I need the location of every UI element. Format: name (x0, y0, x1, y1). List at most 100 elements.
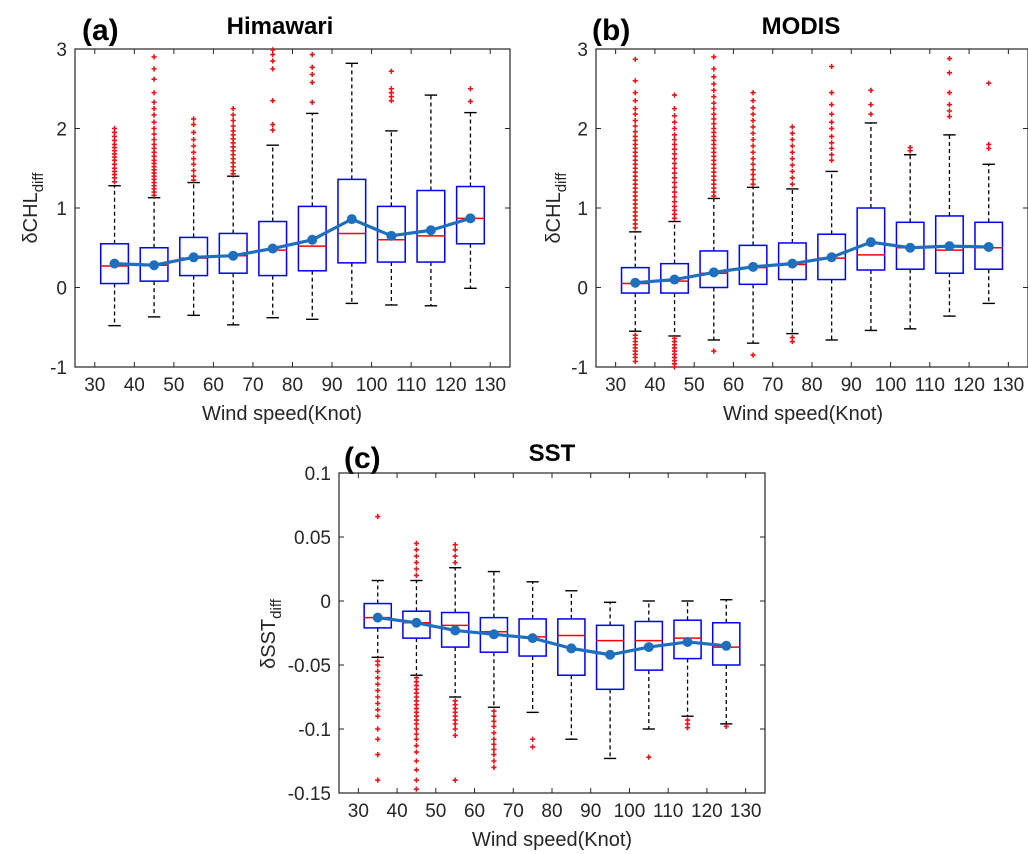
outlier-point (750, 98, 756, 104)
mean-point (748, 261, 759, 272)
outlier-point (191, 173, 197, 179)
x-tick-label: 100 (356, 375, 388, 396)
outlier-point (413, 743, 420, 749)
outlier-point (750, 352, 756, 358)
outlier-point (452, 732, 458, 738)
panel-a-title: Himawari (227, 13, 334, 40)
y-tick-label: 1 (577, 199, 588, 220)
outlier-point (413, 560, 420, 566)
outlier-point (151, 76, 157, 82)
y-tick-label: -0.15 (288, 784, 331, 805)
panel-a-letter: (a) (82, 14, 119, 47)
box (258, 220, 288, 277)
outlier-point (986, 141, 992, 147)
outlier-point (491, 736, 497, 742)
x-tick-label: 80 (541, 801, 562, 822)
box (934, 215, 964, 274)
outlier-point (671, 199, 678, 205)
outlier-point (151, 131, 157, 137)
outlier-point (750, 117, 756, 124)
outlier-point (151, 106, 157, 112)
mean-point (566, 643, 577, 654)
box (557, 618, 586, 676)
outlier-point (151, 137, 157, 143)
outlier-point (671, 179, 678, 186)
x-tick-label: 50 (684, 375, 705, 396)
panel-c-ylabel: δSSTdiff (258, 598, 285, 669)
y-tick-label: -0.1 (298, 720, 331, 741)
box (595, 624, 625, 691)
outlier-point (711, 74, 717, 80)
outlier-point (230, 123, 236, 129)
outlier-point (467, 86, 474, 92)
mean-point (188, 252, 199, 263)
mean-line (377, 616, 727, 657)
x-tick-label: 110 (653, 801, 683, 822)
outlier-point (413, 731, 420, 737)
x-tick-label: 70 (762, 375, 783, 396)
x-tick-label: 130 (730, 801, 762, 822)
outlier-point (375, 707, 381, 713)
y-tick-label: 0 (577, 279, 588, 300)
outlier-point (375, 681, 381, 687)
outlier-point (671, 203, 678, 210)
outlier-point (151, 90, 157, 96)
y-tick-label: 0 (56, 279, 67, 300)
y-tick-label: 1 (56, 199, 67, 220)
outlier-point (388, 86, 394, 92)
outlier-point (151, 141, 157, 147)
outlier-point (868, 87, 874, 93)
x-tick-label: 40 (644, 375, 665, 396)
outlier-point (829, 140, 835, 146)
mean-line (635, 240, 989, 285)
outlier-point (309, 64, 315, 70)
outlier-point (191, 168, 197, 174)
mean-point (372, 612, 383, 623)
outlier-point (270, 47, 276, 53)
panel-b: (b) MODIS -1 0 1 2 3 30 40 50 60 70 80 90 100 110 120 1… (543, 13, 1028, 425)
mean-point (109, 258, 120, 269)
outlier-point (452, 542, 458, 548)
panel-b-letter: (b) (592, 14, 630, 47)
x-tick-label: 130 (474, 375, 506, 396)
outlier-point (671, 146, 678, 152)
x-tick-label: 40 (124, 375, 145, 396)
outlier-point (491, 746, 497, 753)
outlier-point (151, 99, 157, 105)
outlier-point (671, 184, 678, 190)
outlier-point (750, 137, 756, 143)
outlier-point (711, 94, 717, 100)
outlier-point (671, 92, 678, 98)
outlier-point (413, 777, 420, 783)
x-tick-label: 60 (203, 375, 224, 396)
outlier-point (986, 80, 992, 86)
outlier-point (230, 117, 236, 124)
outlier-point (632, 358, 638, 365)
outlier-point (151, 119, 157, 125)
outlier-point (829, 133, 835, 140)
outlier-point (789, 143, 795, 149)
y-tick-label: 3 (56, 40, 67, 61)
panel-c-ylabel-sub: diff (268, 598, 285, 619)
outlier-point (452, 777, 458, 783)
outlier-point (230, 106, 236, 112)
panel-a-ylabel-main: δCHL (20, 192, 42, 243)
outlier-point (413, 758, 420, 764)
outlier-point (671, 165, 678, 171)
outlier-point (309, 71, 315, 78)
outlier-point (413, 572, 420, 578)
outlier-point (151, 54, 157, 60)
outlier-point (309, 51, 315, 58)
mean-point (149, 260, 160, 271)
plot-frame (595, 48, 1028, 368)
outlier-point (829, 111, 835, 117)
outlier-point (946, 108, 953, 114)
outlier-point (375, 694, 381, 700)
x-tick-label: 30 (605, 375, 626, 396)
outlier-point (671, 106, 678, 112)
panel-c-title: SST (529, 440, 576, 467)
x-tick-label: 70 (242, 375, 263, 396)
outlier-point (750, 156, 756, 162)
outlier-point (413, 566, 420, 572)
x-tick-label: 90 (841, 375, 862, 396)
